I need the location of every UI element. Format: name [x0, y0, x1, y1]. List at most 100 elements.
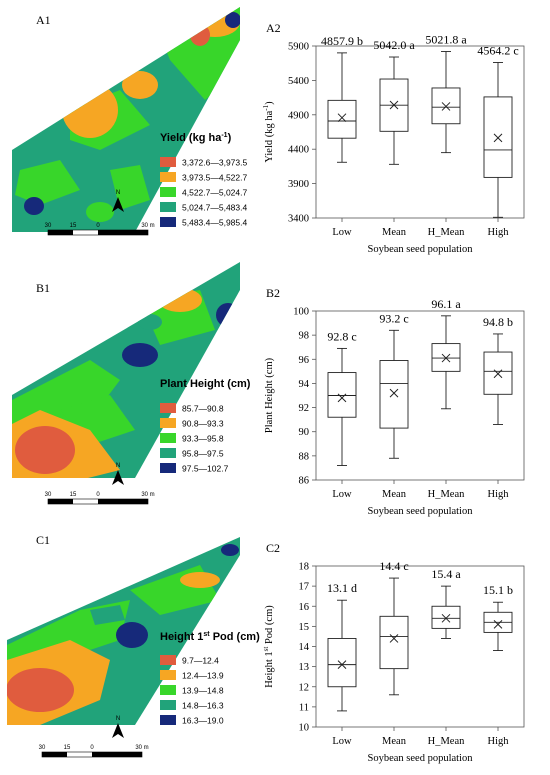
legend-swatch-2 [160, 172, 176, 182]
stat-label: 94.8 b [483, 315, 513, 329]
legend-title-a1: Yield (kg ha [160, 132, 222, 144]
legend-label-1: 3,372.6—3,973.5 [182, 158, 247, 168]
stat-label: 4857.9 b [321, 34, 363, 48]
stat-label: 93.2 c [379, 311, 408, 325]
mean-marker [441, 613, 451, 623]
mean-marker-stroke-b [389, 100, 399, 110]
legend-swatch-4 [160, 700, 176, 710]
y-tick-label: 94 [299, 379, 310, 390]
north-arrow-b1: N [112, 463, 124, 485]
stat-label: 5021.8 a [425, 33, 467, 47]
box [379, 360, 409, 429]
mean-marker [389, 634, 399, 643]
y-tick-label: 17 [299, 582, 310, 593]
scale-label-0-b1: 30 [45, 492, 52, 498]
scale-label-0-c1: 30 [39, 745, 46, 751]
y-tick-label: 12 [299, 682, 310, 693]
stat-label: 4564.2 c [477, 44, 518, 58]
stat-label: 14.4 c [379, 559, 408, 573]
x-tick-label: High [488, 489, 510, 500]
legend-swatch-1 [160, 403, 176, 413]
y-axis-title-main: Yield (kg ha [264, 110, 275, 162]
x-tick-label: Low [332, 489, 352, 500]
scale-bar-b1: 30 15 0 30 m [45, 492, 155, 505]
legend-swatch-1 [160, 157, 176, 167]
legend-label-3: 93.3—95.8 [182, 434, 224, 444]
y-tick-label: 5900 [288, 42, 309, 53]
y-tick-label: 88 [299, 451, 310, 462]
stat-label: 5042.0 a [373, 38, 415, 52]
north-arrow-a1: N [112, 190, 124, 212]
stat-label: 96.1 a [431, 297, 461, 311]
mean-marker-stroke-b [493, 133, 503, 143]
svg-text:Yield (kg ha-1): Yield (kg ha-1) [160, 132, 232, 144]
panel-label-a1: A1 [36, 13, 51, 27]
legend-swatch-2 [160, 418, 176, 428]
y-tick-label: 100 [293, 307, 309, 318]
legend-items-c1: 9.7—12.4 12.4—13.9 13.9—14.8 14.8—16.3 16.3—… [160, 655, 224, 726]
mean-marker [493, 133, 503, 143]
mean-marker-stroke-b [493, 620, 503, 629]
panel-label: C2 [266, 541, 280, 555]
x-axis-title: Soybean seed population [368, 506, 474, 517]
y-tick-label: 11 [299, 702, 309, 713]
scale-label-2-c1: 0 [90, 745, 94, 751]
box [379, 615, 409, 670]
y-axis-title: Height 1st Pod (cm) [262, 605, 275, 688]
panel-label-b1: B1 [36, 281, 50, 295]
north-arrow-c1: N [112, 716, 124, 738]
mean-marker [389, 388, 399, 398]
x-tick-label: High [488, 736, 510, 747]
legend-label-5: 16.3—19.0 [182, 716, 224, 726]
box-plot-a2: A2 3400 3900 4400 4900 5400 5900 Yield (kg ha-1… [262, 21, 525, 255]
box-plot-b2: B2 86 88 90 92 94 96 98 100 Plant Height (cm) Low 9… [264, 286, 525, 517]
legend-label-4: 14.8—16.3 [182, 701, 224, 711]
mean-marker-stroke-b [441, 102, 451, 111]
mean-marker-stroke-b [337, 113, 347, 123]
legend-label-3: 4,522.7—5,024.7 [182, 188, 247, 198]
x-tick-label: H_Mean [428, 227, 465, 238]
legend-label-5: 5,483.4—5,985.4 [182, 218, 247, 228]
y-tick-label: 86 [299, 476, 310, 487]
x-tick-label: H_Mean [428, 736, 465, 747]
legend-label-1: 85.7—90.8 [182, 404, 224, 414]
panel-label-c1: C1 [36, 533, 50, 547]
plot-frame [315, 310, 525, 481]
legend-items-b1: 85.7—90.8 90.8—93.3 93.3—95.8 95.8—97.5 97.5… [160, 403, 229, 474]
y-tick-label: 14 [299, 642, 310, 653]
x-tick-label: Mean [382, 736, 407, 747]
mean-marker [441, 353, 451, 363]
legend-swatch-3 [160, 433, 176, 443]
y-tick-label: 10 [299, 723, 310, 734]
y-tick-label: 98 [299, 331, 310, 342]
y-tick-label: 4400 [288, 145, 309, 156]
scale-label-2-a1: 0 [96, 223, 100, 229]
svg-text:Height 1st Pod (cm): Height 1st Pod (cm) [160, 631, 260, 643]
stat-label: 13.1 d [327, 581, 357, 595]
y-tick-label: 4900 [288, 110, 309, 121]
legend-items-a1: 3,372.6—3,973.5 3,973.5—4,522.7 4,522.7—5,… [160, 157, 247, 228]
mean-marker [337, 113, 347, 123]
mean-marker [493, 620, 503, 629]
mean-marker-stroke-b [441, 613, 451, 623]
y-tick-label: 16 [299, 602, 310, 613]
stat-label: 15.1 b [483, 583, 513, 597]
box [327, 372, 357, 418]
legend-label-2: 90.8—93.3 [182, 419, 224, 429]
legend-title-close-c1: Pod (cm) [210, 631, 260, 643]
y-tick-label: 90 [299, 427, 310, 438]
plot-frame [315, 45, 525, 219]
legend-swatch-3 [160, 187, 176, 197]
legend-label-1: 9.7—12.4 [182, 656, 219, 666]
legend-title-c1: Height 1 [160, 631, 203, 643]
legend-label-3: 13.9—14.8 [182, 686, 224, 696]
x-tick-label: Mean [382, 489, 407, 500]
mean-marker [337, 393, 347, 403]
legend-title-b1: Plant Height (cm) [160, 378, 251, 390]
y-tick-label: 92 [299, 403, 310, 414]
mean-marker [441, 102, 451, 111]
legend-swatch-2 [160, 670, 176, 680]
legend-swatch-1 [160, 655, 176, 665]
north-label-b1: N [116, 463, 120, 469]
